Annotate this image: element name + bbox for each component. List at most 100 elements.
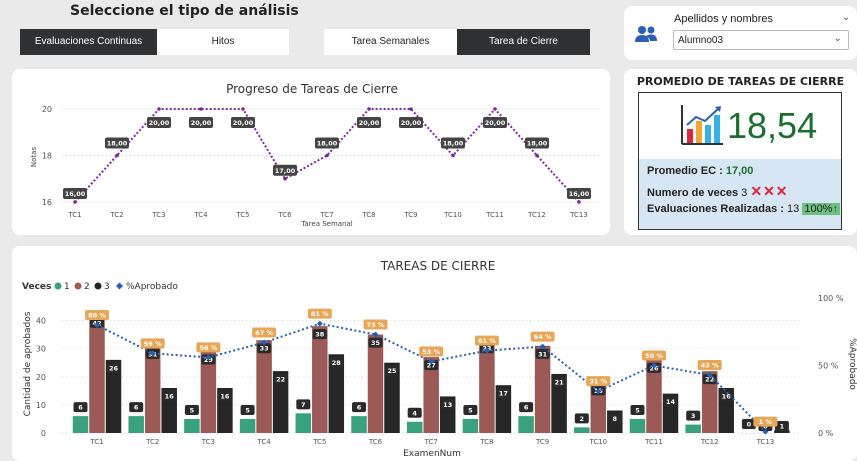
bar-value-text: 0 — [747, 421, 752, 429]
bar-value-text: 4 — [412, 409, 417, 417]
progress-chart-card: Progreso de Tareas de Cierre Notas Tarea… — [12, 69, 610, 235]
bar-value-text: 33 — [260, 345, 269, 353]
data-point — [577, 200, 581, 204]
bar-series-1 — [685, 425, 701, 433]
bar-series-1 — [240, 419, 256, 433]
x-tick-label: TC11 — [644, 438, 663, 446]
bar-series-1 — [184, 419, 200, 433]
bar-series-2 — [145, 346, 161, 433]
bar-value-label: 14 — [664, 397, 678, 407]
percent-label: 61 % — [475, 336, 499, 346]
arrow-up-icon: ↑ — [832, 203, 838, 215]
bar-series-2 — [535, 346, 551, 433]
kpi-veces-label: Numero de veces — [647, 187, 741, 199]
bar-value-text: 17 — [499, 390, 508, 398]
x-tick-label: TC6 — [277, 211, 292, 219]
data-label: 20,00 — [483, 117, 507, 128]
bar-value-text: 21 — [555, 378, 565, 386]
x-tick-label: TC4 — [193, 211, 208, 219]
bar-value-label: 16 — [218, 391, 232, 401]
bar-series-1 — [630, 419, 646, 433]
bar-value-label: 21 — [552, 377, 566, 387]
kpi-veces-line: Numero de veces 3 ✕✕✕ — [647, 183, 789, 200]
data-label-text: 16,00 — [65, 190, 86, 198]
kpi-box: 18,54 Promedio EC : 17,00 Numero de vece… — [638, 92, 842, 230]
legend-label-3: 3 — [104, 282, 110, 292]
tab-hitos[interactable]: Hitos — [157, 29, 289, 55]
percent-label: 43 % — [698, 360, 722, 370]
data-label-text: 20,00 — [149, 119, 170, 127]
x-tick-label: TC13 — [756, 438, 775, 446]
data-label-text: 16,00 — [569, 190, 590, 198]
data-point — [493, 107, 497, 111]
bar-value-text: 6 — [524, 404, 529, 412]
bar-value-label: 16 — [162, 391, 176, 401]
y-tick-label: 30 — [36, 345, 46, 354]
data-label-text: 18,00 — [107, 140, 128, 148]
bar-value-text: 7 — [301, 401, 306, 409]
y-tick-label: 20 — [42, 105, 52, 114]
kpi-eval-badge: 100%↑ — [802, 203, 840, 215]
bar-series-1 — [574, 427, 590, 433]
bar-value-text: 38 — [315, 331, 325, 339]
bar-chart-icon — [679, 103, 725, 147]
x-axis-label: Tarea Semanal — [300, 220, 353, 228]
bar-value-label: 6 — [352, 402, 366, 412]
data-point — [535, 154, 539, 158]
bar-value-label: 6 — [519, 402, 533, 412]
y2-tick-label: 100 % — [818, 294, 844, 303]
bar-value-label: 7 — [296, 399, 310, 409]
legend-marker-line — [116, 283, 123, 290]
bar-value-label: 6 — [74, 402, 88, 412]
percent-label: 56 % — [196, 342, 220, 352]
bar-series-1 — [463, 419, 479, 433]
chevron-down-icon[interactable]: ⌄ — [842, 12, 850, 23]
tab-tarea-de-cierre[interactable]: Tarea de Cierre — [457, 29, 590, 55]
y2-tick-label: 50 % — [818, 362, 839, 371]
data-label-text: 20,00 — [401, 119, 422, 127]
percent-label: 1 % — [753, 417, 777, 427]
x-tick-label: TC7 — [319, 211, 333, 219]
data-label: 18,00 — [441, 138, 465, 149]
bar-value-label: 38 — [313, 329, 327, 339]
kpi-promedio-label: Promedio EC : — [647, 165, 726, 177]
percent-label: 73 % — [364, 319, 388, 329]
data-label-text: 18,00 — [317, 140, 338, 148]
percent-label-text: 56 % — [199, 344, 217, 352]
bar-value-text: 6 — [357, 404, 362, 412]
bar-series-2 — [368, 335, 384, 433]
bar-value-text: 28 — [332, 359, 342, 367]
data-label-text: 20,00 — [233, 119, 254, 127]
tab-tarea-semanales[interactable]: Tarea Semanales — [324, 29, 457, 55]
student-dropdown[interactable]: Alumno03 ⌄ — [673, 30, 849, 50]
y2-tick-label: 0 % — [818, 429, 834, 438]
bar-value-label: 26 — [107, 363, 121, 373]
kpi-eval-label: Evaluaciones Realizadas : — [647, 203, 787, 215]
bar-value-label: 17 — [496, 388, 510, 398]
x-tick-label: TC5 — [312, 438, 326, 446]
data-point — [325, 154, 329, 158]
data-point — [199, 107, 203, 111]
data-label: 20,00 — [399, 117, 423, 128]
percent-label: 81 % — [308, 309, 332, 319]
legend-label-line: %Aprobado — [126, 282, 178, 292]
tab-evaluaciones-continuas[interactable]: Evaluaciones Continuas — [20, 29, 157, 55]
y-tick-label: 40 — [36, 317, 46, 326]
x-axis-label: ExamenNum — [403, 449, 461, 459]
page-title: Seleccione el tipo de análisis — [70, 3, 299, 19]
tareas-chart-card: TAREAS DE CIERRE Veces 1 2 3 %Aprobado C… — [12, 246, 857, 461]
bar-series-1 — [296, 413, 312, 433]
x-tick-label: TC9 — [535, 438, 549, 446]
bar-value-text: 16 — [220, 393, 230, 401]
y-tick-label: 20 — [36, 373, 46, 382]
data-label: 20,00 — [147, 117, 171, 128]
data-label: 17,00 — [273, 165, 297, 176]
data-label: 16,00 — [63, 188, 87, 199]
tareas-bar-chart: TAREAS DE CIERRE Veces 1 2 3 %Aprobado C… — [12, 246, 857, 461]
x-tick-label: TC3 — [151, 211, 165, 219]
bar-value-label: 28 — [329, 357, 343, 367]
percent-label: 80 % — [85, 310, 109, 320]
kpi-title: PROMEDIO DE TAREAS DE CIERRE — [624, 75, 857, 88]
bar-value-text: 1 — [780, 423, 785, 431]
bar-value-text: 5 — [190, 406, 195, 414]
